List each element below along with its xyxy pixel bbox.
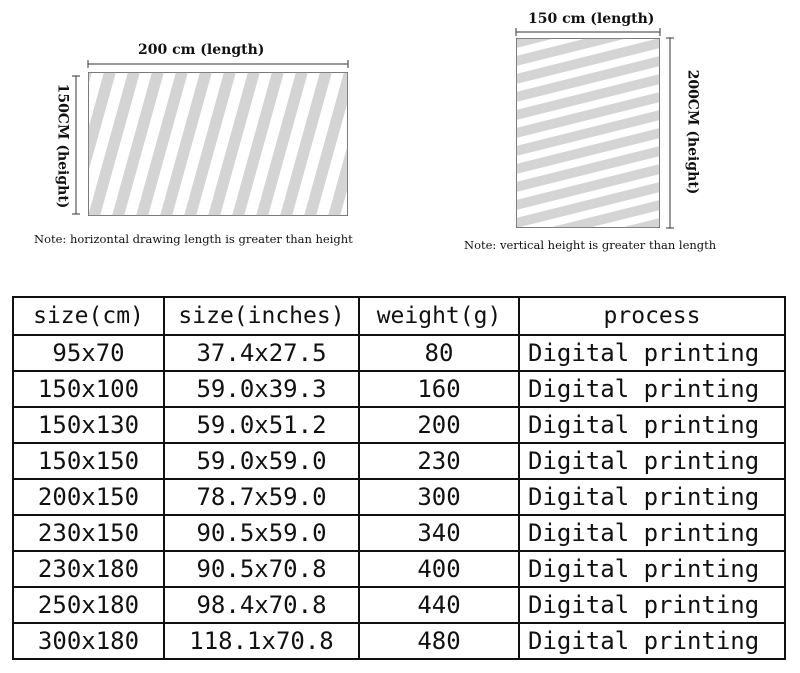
vertical-stripes: [516, 38, 660, 228]
table-row: 230x150 90.5x59.0 340 Digital printing: [12, 514, 786, 552]
stripe: [516, 146, 660, 192]
stripe: [232, 72, 284, 216]
cell-size-cm: 150x150: [12, 442, 165, 480]
stripe: [88, 72, 140, 216]
stripe: [516, 38, 556, 48]
cell-weight: 230: [358, 442, 520, 480]
horizontal-note: Note: horizontal drawing length is great…: [34, 232, 353, 246]
cell-size-inches: 118.1x70.8: [163, 622, 360, 660]
cell-size-inches: 98.4x70.8: [163, 586, 360, 624]
table-row: 200x150 78.7x59.0 300 Digital printing: [12, 478, 786, 516]
table-row: 300x180 118.1x70.8 480 Digital printing: [12, 622, 786, 660]
cell-size-inches: 59.0x51.2: [163, 406, 360, 444]
cell-size-cm: 200x150: [12, 478, 165, 516]
cell-size-cm: 95x70: [12, 334, 165, 372]
stripe: [516, 74, 660, 120]
stripe: [516, 92, 660, 138]
stripe: [136, 72, 188, 216]
table-row: 95x70 37.4x27.5 80 Digital printing: [12, 334, 786, 372]
cell-size-inches: 37.4x27.5: [163, 334, 360, 372]
stripe: [516, 128, 660, 174]
cell-weight: 340: [358, 514, 520, 552]
table-row: 150x130 59.0x51.2 200 Digital printing: [12, 406, 786, 444]
size-spec-table: size(cm) size(inches) weight(g) process …: [12, 296, 786, 660]
cell-process: Digital printing: [518, 334, 786, 372]
cell-process: Digital printing: [518, 406, 786, 444]
vertical-note: Note: vertical height is greater than le…: [464, 238, 717, 252]
cell-process: Digital printing: [518, 622, 786, 660]
stripe: [516, 38, 628, 66]
vertical-drawing-preview: [516, 38, 660, 228]
stripe: [516, 56, 660, 102]
stripe: [548, 200, 660, 228]
cell-weight: 80: [358, 334, 520, 372]
cell-size-inches: 78.7x59.0: [163, 478, 360, 516]
cell-weight: 440: [358, 586, 520, 624]
stripe: [88, 72, 92, 87]
cell-size-cm: 230x150: [12, 514, 165, 552]
cell-weight: 200: [358, 406, 520, 444]
stripe: [516, 164, 660, 210]
cell-process: Digital printing: [518, 442, 786, 480]
stripe: [516, 110, 660, 156]
stripe: [256, 72, 308, 216]
table-header-row: size(cm) size(inches) weight(g) process: [12, 296, 786, 336]
stripe: [516, 182, 660, 228]
cell-process: Digital printing: [518, 550, 786, 588]
table-row: 150x100 59.0x39.3 160 Digital printing: [12, 370, 786, 408]
cell-size-cm: 230x180: [12, 550, 165, 588]
table-row: 150x150 59.0x59.0 230 Digital printing: [12, 442, 786, 480]
header-size-cm: size(cm): [12, 296, 165, 336]
horizontal-length-label: 200 cm (length): [138, 42, 265, 58]
cell-size-cm: 150x130: [12, 406, 165, 444]
cell-size-inches: 90.5x70.8: [163, 550, 360, 588]
cell-process: Digital printing: [518, 514, 786, 552]
vertical-dimension-lines: [515, 28, 674, 229]
stripe: [160, 72, 212, 216]
horizontal-size-diagram: 200 cm (length) 150CM (height) Note: hor…: [0, 0, 400, 260]
horizontal-drawing-preview: [88, 72, 348, 216]
vertical-length-label: 150 cm (length): [528, 11, 655, 27]
stripe: [280, 72, 332, 216]
cell-process: Digital printing: [518, 586, 786, 624]
stripe: [620, 218, 660, 228]
vertical-size-diagram: 150 cm (length) 200CM (height) Note: ver…: [400, 0, 800, 260]
stripe: [112, 72, 164, 216]
header-size-inches: size(inches): [163, 296, 360, 336]
header-process: process: [518, 296, 786, 336]
cell-weight: 300: [358, 478, 520, 516]
cell-process: Digital printing: [518, 370, 786, 408]
stripe: [328, 144, 348, 216]
cell-size-cm: 300x180: [12, 622, 165, 660]
header-weight: weight(g): [358, 296, 520, 336]
cell-size-inches: 90.5x59.0: [163, 514, 360, 552]
cell-size-inches: 59.0x59.0: [163, 442, 360, 480]
stripe: [208, 72, 260, 216]
table-row: 230x180 90.5x70.8 400 Digital printing: [12, 550, 786, 588]
cell-weight: 480: [358, 622, 520, 660]
horizontal-dimension-lines: [72, 60, 349, 215]
stripe: [516, 38, 660, 84]
table-row: 250x180 98.4x70.8 440 Digital printing: [12, 586, 786, 624]
stripe: [184, 72, 236, 216]
cell-process: Digital printing: [518, 478, 786, 516]
horizontal-height-label: 150CM (height): [54, 83, 71, 209]
vertical-height-label: 200CM (height): [684, 69, 701, 195]
cell-size-cm: 150x100: [12, 370, 165, 408]
horizontal-stripes: [88, 72, 348, 216]
cell-weight: 160: [358, 370, 520, 408]
cell-weight: 400: [358, 550, 520, 588]
cell-size-cm: 250x180: [12, 586, 165, 624]
cell-size-inches: 59.0x39.3: [163, 370, 360, 408]
stripe: [304, 72, 348, 216]
